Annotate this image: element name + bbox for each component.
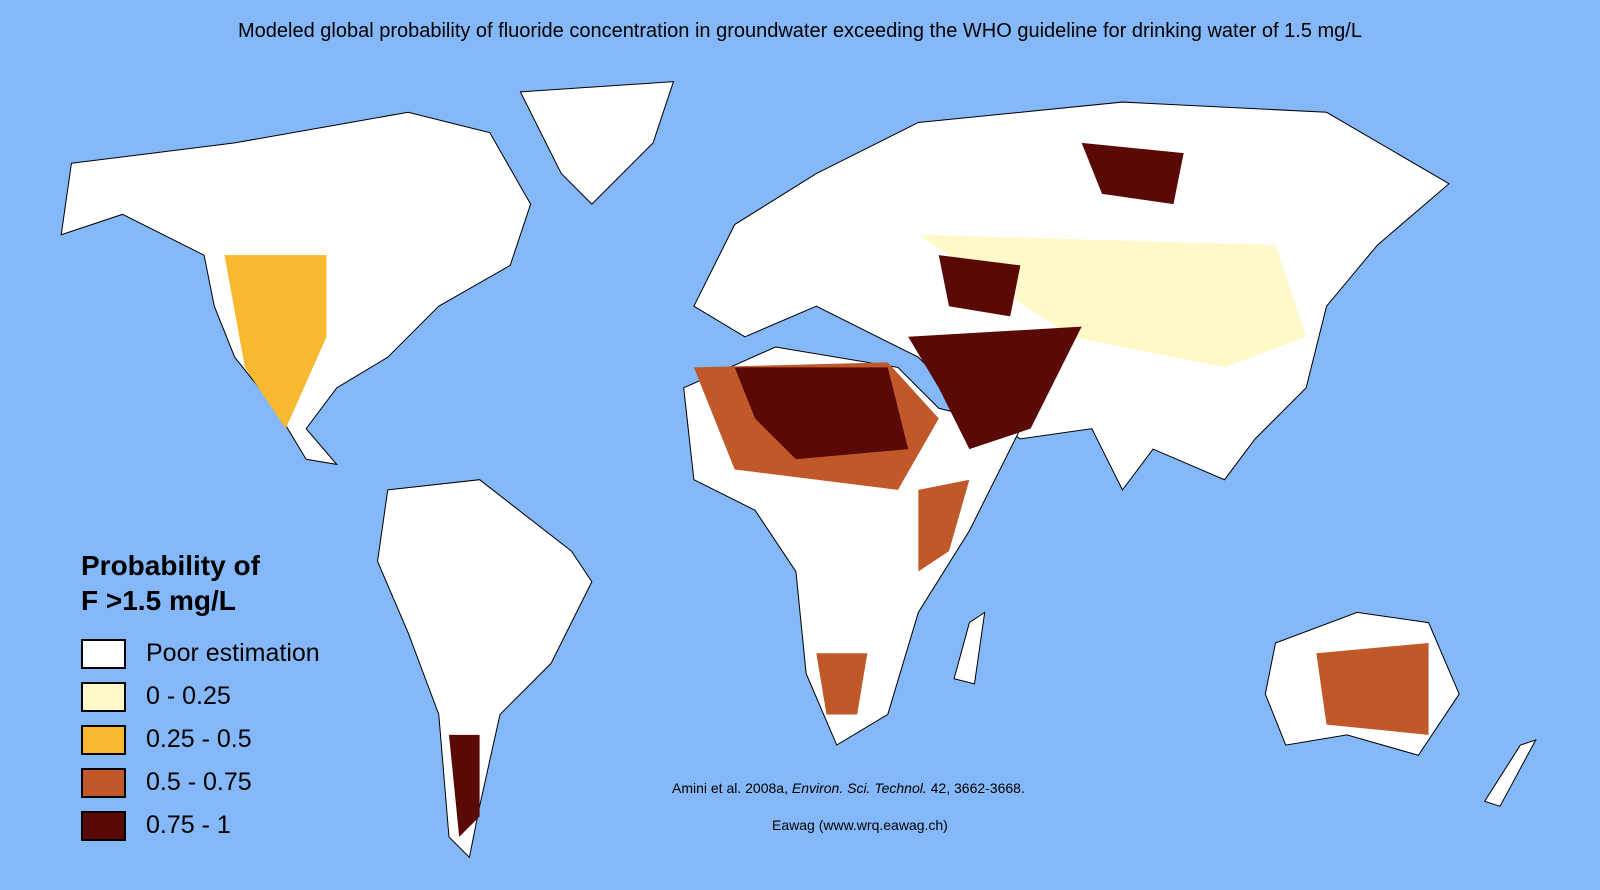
area-very-high [1081,142,1184,205]
area-high [1316,643,1429,735]
legend-swatch [81,810,126,841]
source: Eawag (www.wrq.eawag.ch) [772,817,948,833]
area-very-high [734,367,909,460]
legend-items: Poor estimation 0 - 0.25 0.25 - 0.5 0.5 - 0… [81,632,320,847]
legend-item: 0.25 - 0.5 [81,718,320,761]
legend-label: Poor estimation [146,639,320,667]
area-high [918,479,970,572]
legend-label: 0.25 - 0.5 [146,725,252,753]
map-title: Modeled global probability of fluoride c… [238,20,1362,42]
legend-swatch [81,638,126,669]
legend-label: 0.75 - 1 [146,811,231,839]
area-very-high [908,326,1082,450]
area-medium [224,255,327,429]
probability-areas [224,142,1429,837]
legend-item: 0 - 0.25 [81,675,320,718]
legend-label: 0.5 - 0.75 [146,768,252,796]
legend-swatch [81,767,126,798]
citation-authors: Amini et al. 2008a, [672,780,788,796]
legend-label: 0 - 0.25 [146,682,231,710]
legend: Probability of F >1.5 mg/L Poor estimati… [81,548,320,847]
legend-item: Poor estimation [81,632,320,675]
legend-title: F >1.5 mg/L [81,585,236,616]
south-america [377,479,593,859]
legend-title: Probability of [81,550,260,581]
greenland [519,81,675,205]
legend-swatch [81,724,126,755]
new-zealand [1483,739,1537,807]
citation-details: 42, 3662-3668. [930,780,1025,796]
legend-item: 0.75 - 1 [81,804,320,847]
area-high [816,653,868,715]
legend-item: 0.5 - 0.75 [81,761,320,804]
citation: Amini et al. 2008a, Environ. Sci. Techno… [672,780,1025,796]
area-very-high [938,255,1021,317]
citation-journal: Environ. Sci. Technol. [791,780,927,796]
legend-swatch [81,681,126,712]
madagascar [953,611,986,685]
